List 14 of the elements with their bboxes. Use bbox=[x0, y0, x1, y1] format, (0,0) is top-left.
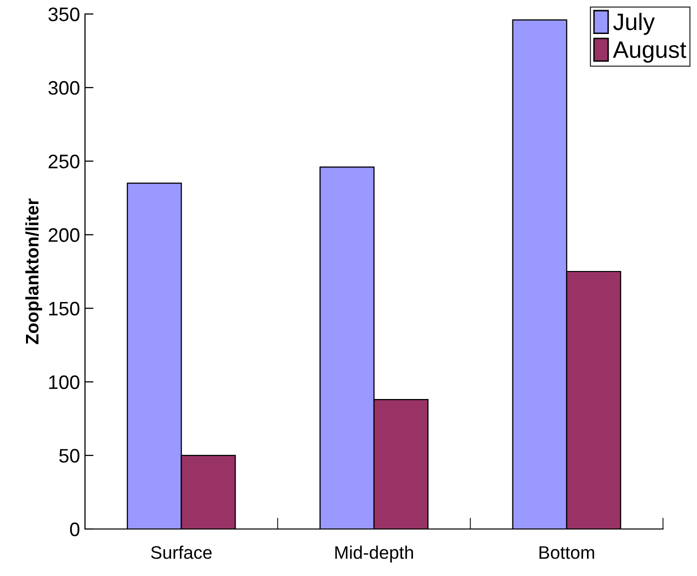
x-tick-label: Mid-depth bbox=[335, 546, 413, 562]
y-tick-label: 150 bbox=[49, 302, 80, 316]
legend-label: August bbox=[612, 42, 686, 63]
y-tick-label: 250 bbox=[48, 154, 80, 168]
y-tick-label: 100 bbox=[49, 375, 80, 390]
y-tick-label: 0 bbox=[70, 522, 80, 536]
y-axis-title: Zooplankton/liter bbox=[25, 198, 42, 344]
y-tick-label: 300 bbox=[48, 81, 80, 95]
y-tick-label: 200 bbox=[48, 228, 80, 242]
y-tick-label: 350 bbox=[48, 7, 80, 22]
y-tick-label: 50 bbox=[59, 448, 80, 463]
legend-label: July bbox=[613, 12, 655, 35]
x-tick-label: Bottom bbox=[540, 546, 594, 559]
x-tick-label: Surface bbox=[151, 546, 212, 559]
